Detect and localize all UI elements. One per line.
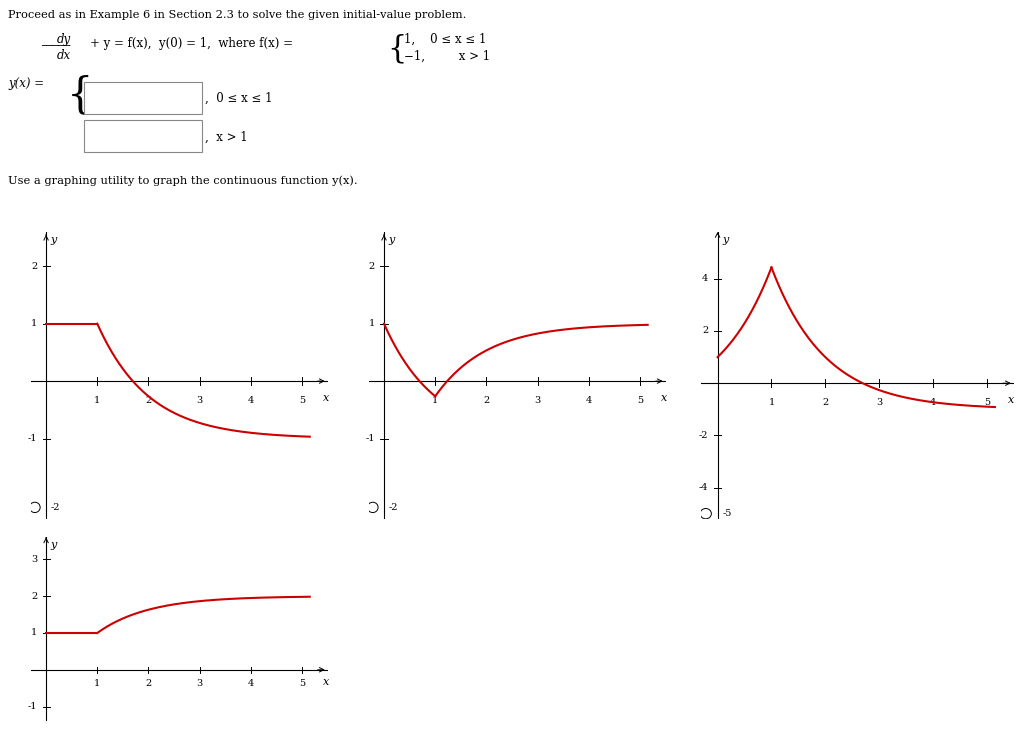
Text: -1: -1 <box>28 702 37 711</box>
Text: 4: 4 <box>248 396 254 406</box>
Text: 3: 3 <box>876 398 883 407</box>
Text: 2: 2 <box>702 327 709 336</box>
Text: 4: 4 <box>930 398 936 407</box>
Text: -4: -4 <box>698 483 709 492</box>
Text: y: y <box>50 235 56 245</box>
Text: ,  0 ≤ x ≤ 1: , 0 ≤ x ≤ 1 <box>205 92 272 105</box>
Text: x: x <box>1009 394 1015 405</box>
Text: 1: 1 <box>369 319 375 328</box>
Text: 1: 1 <box>94 396 100 406</box>
Text: 5: 5 <box>299 396 305 406</box>
Text: {: { <box>67 75 93 117</box>
Text: Proceed as in Example 6 in Section 2.3 to solve the given initial-value problem.: Proceed as in Example 6 in Section 2.3 t… <box>8 10 467 20</box>
Text: -2: -2 <box>389 503 398 512</box>
Text: -2: -2 <box>698 431 709 440</box>
Text: 3: 3 <box>197 396 203 406</box>
Text: 1: 1 <box>768 398 774 407</box>
Text: 4: 4 <box>702 275 709 283</box>
Text: ─────: ───── <box>41 42 71 51</box>
Text: y: y <box>388 235 394 245</box>
Text: {: { <box>387 33 407 64</box>
Text: 4: 4 <box>248 679 254 688</box>
Text: 2: 2 <box>822 398 828 407</box>
Text: y: y <box>50 540 56 550</box>
Text: dx: dx <box>56 49 71 63</box>
Text: 2: 2 <box>145 679 152 688</box>
Text: -5: -5 <box>723 509 732 518</box>
Text: 2: 2 <box>31 262 37 271</box>
Text: ,  x > 1: , x > 1 <box>205 130 248 144</box>
Text: 1: 1 <box>94 679 100 688</box>
Text: 2: 2 <box>369 262 375 271</box>
Text: 3: 3 <box>31 555 37 564</box>
Text: + y = f(x),  y(0) = 1,  where f(x) =: + y = f(x), y(0) = 1, where f(x) = <box>90 37 293 50</box>
Text: 5: 5 <box>299 679 305 688</box>
Text: 5: 5 <box>637 396 643 406</box>
Text: 2: 2 <box>31 592 37 601</box>
Text: 1,    0 ≤ x ≤ 1: 1, 0 ≤ x ≤ 1 <box>404 33 486 46</box>
Text: 3: 3 <box>197 679 203 688</box>
Text: y(x) =: y(x) = <box>8 77 44 91</box>
Text: 1: 1 <box>432 396 438 406</box>
Text: x: x <box>323 677 329 687</box>
Text: x: x <box>323 392 329 403</box>
Text: dy: dy <box>56 33 71 46</box>
Text: 1: 1 <box>31 629 37 637</box>
Text: -2: -2 <box>51 503 60 512</box>
Text: x: x <box>660 392 667 403</box>
Text: -1: -1 <box>28 434 37 443</box>
Text: 2: 2 <box>145 396 152 406</box>
Text: 1: 1 <box>31 319 37 328</box>
Text: 3: 3 <box>535 396 541 406</box>
Text: 5: 5 <box>984 398 990 407</box>
Text: 4: 4 <box>586 396 592 406</box>
Text: Use a graphing utility to graph the continuous function y(x).: Use a graphing utility to graph the cont… <box>8 175 357 185</box>
Text: −1,         x > 1: −1, x > 1 <box>404 49 490 63</box>
Text: -1: -1 <box>366 434 375 443</box>
Text: y: y <box>722 235 728 245</box>
Text: 2: 2 <box>483 396 489 406</box>
